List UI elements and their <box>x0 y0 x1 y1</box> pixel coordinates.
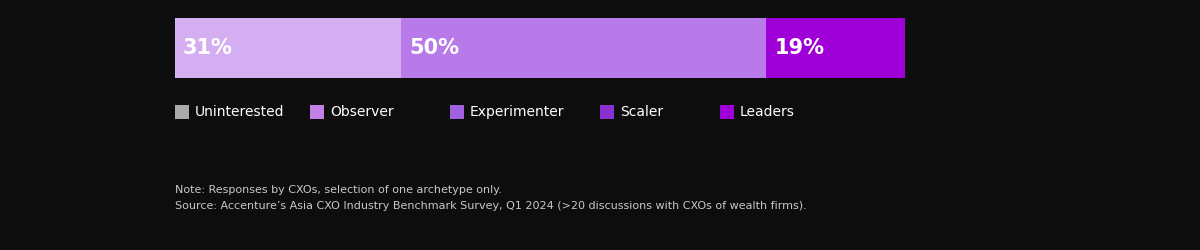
Bar <box>767 18 905 78</box>
Text: 31%: 31% <box>182 38 233 58</box>
Text: Source: Accenture’s Asia CXO Industry Benchmark Survey, Q1 2024 (>20 discussions: Source: Accenture’s Asia CXO Industry Be… <box>175 201 806 211</box>
Bar <box>310 105 324 119</box>
Text: 19%: 19% <box>774 38 824 58</box>
Text: Uninterested: Uninterested <box>194 105 284 119</box>
Bar <box>600 105 614 119</box>
Text: Leaders: Leaders <box>740 105 794 119</box>
Bar <box>401 18 767 78</box>
Bar <box>175 105 190 119</box>
Bar <box>450 105 464 119</box>
Text: Observer: Observer <box>330 105 394 119</box>
Text: Scaler: Scaler <box>620 105 664 119</box>
Text: Experimenter: Experimenter <box>470 105 564 119</box>
Text: 50%: 50% <box>409 38 460 58</box>
Text: Note: Responses by CXOs, selection of one archetype only.: Note: Responses by CXOs, selection of on… <box>175 185 502 195</box>
Bar <box>720 105 734 119</box>
Bar <box>175 18 401 78</box>
